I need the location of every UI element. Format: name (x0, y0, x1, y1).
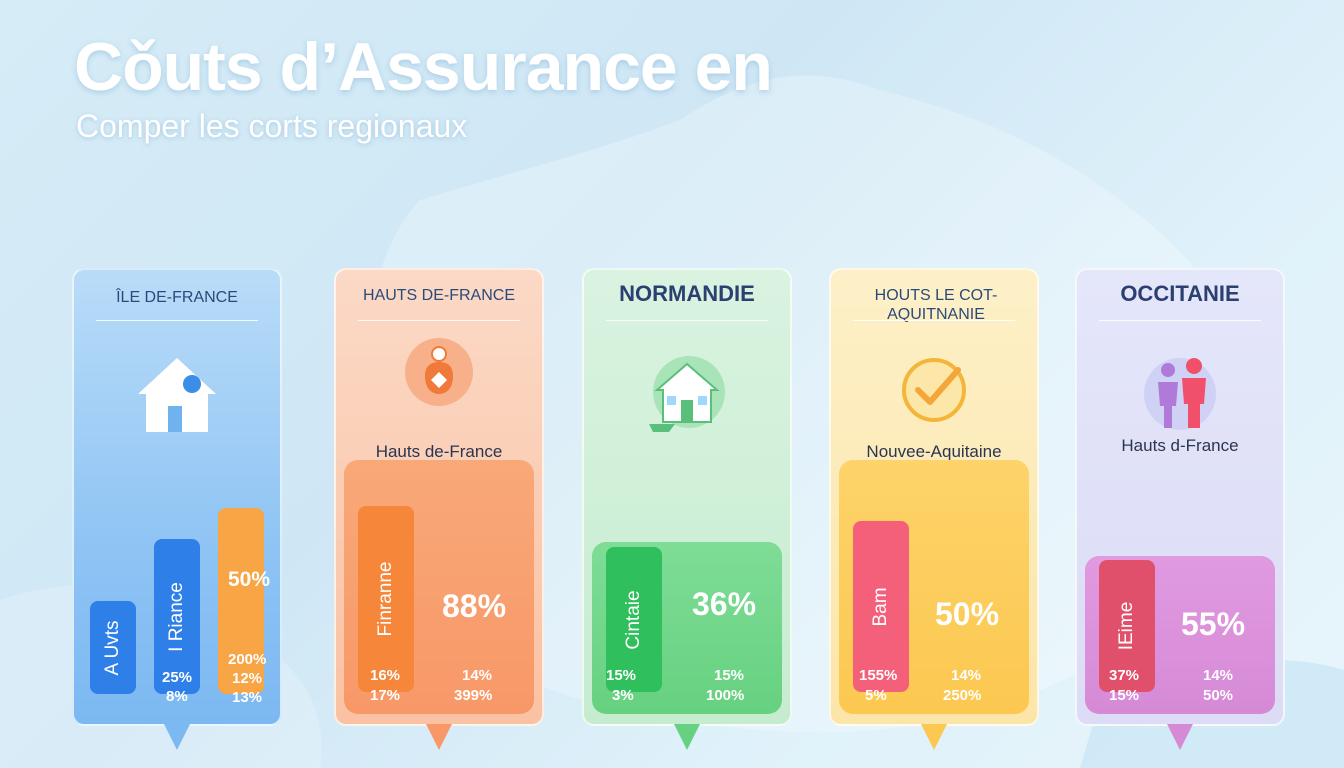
bars-panel: Finranne 88% 16% 17% 14% 399% (344, 460, 534, 714)
region-card-normandie: NORMANDIE Cintaie 36% 15% 3% 15% 100% (582, 268, 792, 750)
page-title: Cǒuts d’Assurance en (74, 29, 773, 105)
small-percentage: 5% (865, 687, 887, 704)
small-percentage: 13% (232, 689, 263, 706)
small-percentage: 14% (951, 667, 982, 684)
small-percentage: 100% (706, 687, 745, 704)
bar-label: Bam (870, 586, 891, 627)
card-pointer (426, 724, 452, 750)
bar-label: IEime (1116, 601, 1137, 651)
house-icon (649, 356, 725, 432)
region-name: ÎLE DE-FRANCE (116, 289, 238, 306)
small-percentage: 17% (370, 687, 401, 704)
bar: I Riance (154, 539, 200, 694)
bars-panel: A Uvts I Riance 50% 25% 8% 200% 12% 13% (82, 460, 272, 714)
region-name: HOUTS LE COT- AQUITNANIE (874, 287, 998, 323)
small-percentage: 250% (943, 687, 982, 704)
small-percentage: 3% (612, 687, 634, 704)
card-pointer (921, 724, 947, 750)
small-percentage: 155% (859, 667, 898, 684)
small-percentage: 25% (162, 669, 193, 686)
bars-panel: Cintaie 36% 15% 3% 15% 100% (592, 542, 782, 714)
divider (606, 320, 768, 321)
small-percentage: 12% (232, 670, 263, 687)
card-pointer (164, 724, 190, 750)
checkmark-icon (902, 358, 966, 422)
bar-label: I Riance (166, 581, 187, 652)
small-percentage: 14% (462, 667, 493, 684)
big-percentage: 36% (692, 586, 757, 622)
region-card-nouvelle-aquitaine: HOUTS LE COT- AQUITNANIE Nouvee-Aquitain… (829, 268, 1039, 750)
bar (218, 508, 264, 694)
money-bag-icon (405, 338, 473, 406)
small-percentage: 200% (228, 651, 267, 668)
big-percentage: 88% (442, 588, 507, 624)
region-sublabel: Hauts d-France (1121, 436, 1239, 455)
big-percentage: 50% (228, 568, 271, 591)
big-percentage: 55% (1181, 606, 1246, 642)
region-name: NORMANDIE (619, 281, 755, 306)
divider (358, 320, 520, 321)
card-pointer (674, 724, 700, 750)
big-percentage: 50% (935, 596, 1000, 632)
small-percentage: 8% (166, 688, 188, 705)
house-icon (138, 358, 216, 432)
region-card-ile-de-france: ÎLE DE-FRANCE A Uvts I Riance 50% 25% 8%… (72, 268, 282, 750)
bar: IEime (1099, 560, 1155, 692)
region-card-occitanie: OCCITANIE Hauts d-France IEime 55% 37% 1… (1075, 268, 1285, 750)
bar-label: Finranne (375, 561, 396, 637)
bars-panel: IEime 55% 37% 15% 14% 50% (1085, 556, 1275, 714)
card-pointer (1167, 724, 1193, 750)
small-percentage: 16% (370, 667, 401, 684)
divider (96, 320, 258, 321)
region-name: OCCITANIE (1120, 281, 1240, 306)
region-card-hauts-de-france: HAUTS DE-FRANCE Hauts de-France Finranne… (334, 268, 544, 750)
small-percentage: 15% (714, 667, 745, 684)
bars-panel: Bam 50% 155% 5% 14% 250% (839, 460, 1029, 714)
bar: A Uvts (90, 601, 136, 694)
bar: Cintaie (606, 547, 662, 692)
page-subtitle: Comper les corts regionaux (76, 108, 468, 144)
small-percentage: 50% (1203, 687, 1234, 704)
small-percentage: 15% (606, 667, 637, 684)
small-percentage: 399% (454, 687, 493, 704)
bar: Bam (853, 521, 909, 692)
bar: Finranne (358, 506, 414, 692)
region-name: HAUTS DE-FRANCE (362, 287, 515, 304)
region-sublabel: Nouvee-Aquitaine (866, 442, 1002, 461)
small-percentage: 15% (1109, 687, 1140, 704)
divider (1099, 320, 1261, 321)
people-icon (1144, 358, 1216, 430)
small-percentage: 14% (1203, 667, 1234, 684)
bar-label: A Uvts (102, 620, 123, 675)
small-percentage: 37% (1109, 667, 1140, 684)
divider (853, 320, 1015, 321)
region-sublabel: Hauts de-France (375, 442, 503, 461)
bar-label: Cintaie (623, 589, 644, 650)
